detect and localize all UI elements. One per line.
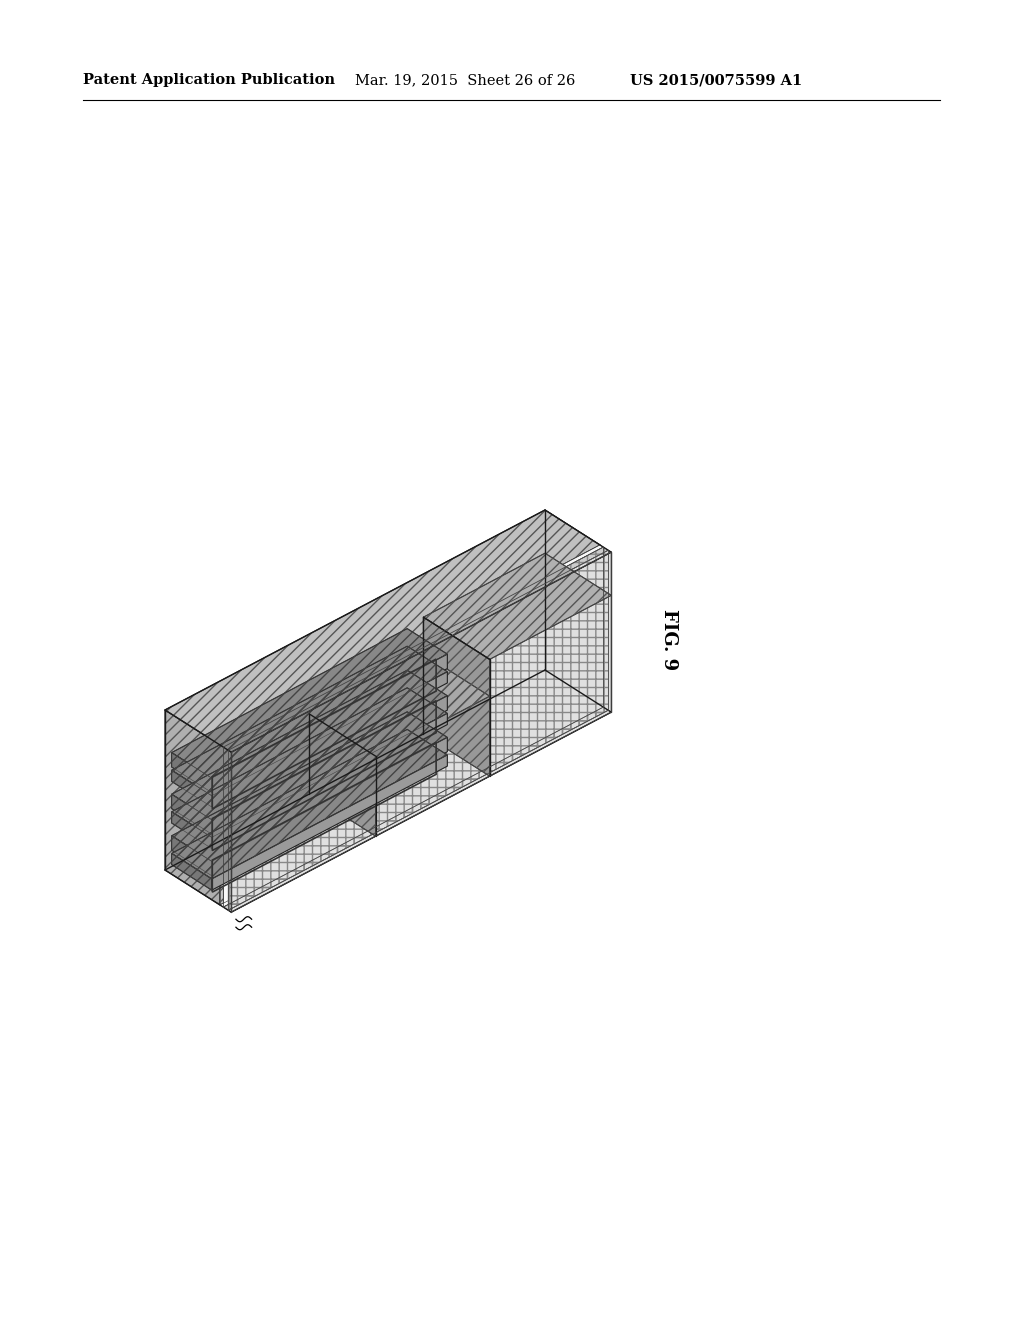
Text: Mar. 19, 2015  Sheet 26 of 26: Mar. 19, 2015 Sheet 26 of 26 <box>355 73 575 87</box>
Polygon shape <box>165 710 220 906</box>
Polygon shape <box>212 738 447 875</box>
Polygon shape <box>220 705 603 907</box>
Polygon shape <box>172 770 212 807</box>
Polygon shape <box>212 755 447 890</box>
Polygon shape <box>212 655 447 792</box>
Polygon shape <box>172 730 447 879</box>
Polygon shape <box>228 550 608 911</box>
Polygon shape <box>172 628 447 779</box>
Text: Patent Application Publication: Patent Application Publication <box>83 73 335 87</box>
Polygon shape <box>545 510 600 705</box>
Polygon shape <box>212 713 447 849</box>
Polygon shape <box>223 546 603 907</box>
Polygon shape <box>212 672 447 807</box>
Polygon shape <box>228 550 611 752</box>
Polygon shape <box>172 688 447 837</box>
Polygon shape <box>172 854 212 890</box>
Polygon shape <box>309 653 489 756</box>
Polygon shape <box>228 710 611 912</box>
Polygon shape <box>212 696 447 834</box>
Polygon shape <box>172 711 447 862</box>
Text: US 2015/0075599 A1: US 2015/0075599 A1 <box>630 73 802 87</box>
Polygon shape <box>172 752 212 792</box>
Polygon shape <box>165 510 600 744</box>
Polygon shape <box>231 552 611 912</box>
Polygon shape <box>172 671 447 820</box>
Polygon shape <box>172 836 212 875</box>
Polygon shape <box>423 553 611 660</box>
Polygon shape <box>172 812 212 849</box>
Polygon shape <box>172 647 447 796</box>
Polygon shape <box>223 708 608 911</box>
Polygon shape <box>223 546 608 750</box>
Polygon shape <box>220 545 600 906</box>
Polygon shape <box>172 795 212 834</box>
Polygon shape <box>423 618 489 776</box>
Polygon shape <box>220 545 603 747</box>
Text: FIG. 9: FIG. 9 <box>660 610 678 671</box>
Polygon shape <box>309 714 376 836</box>
